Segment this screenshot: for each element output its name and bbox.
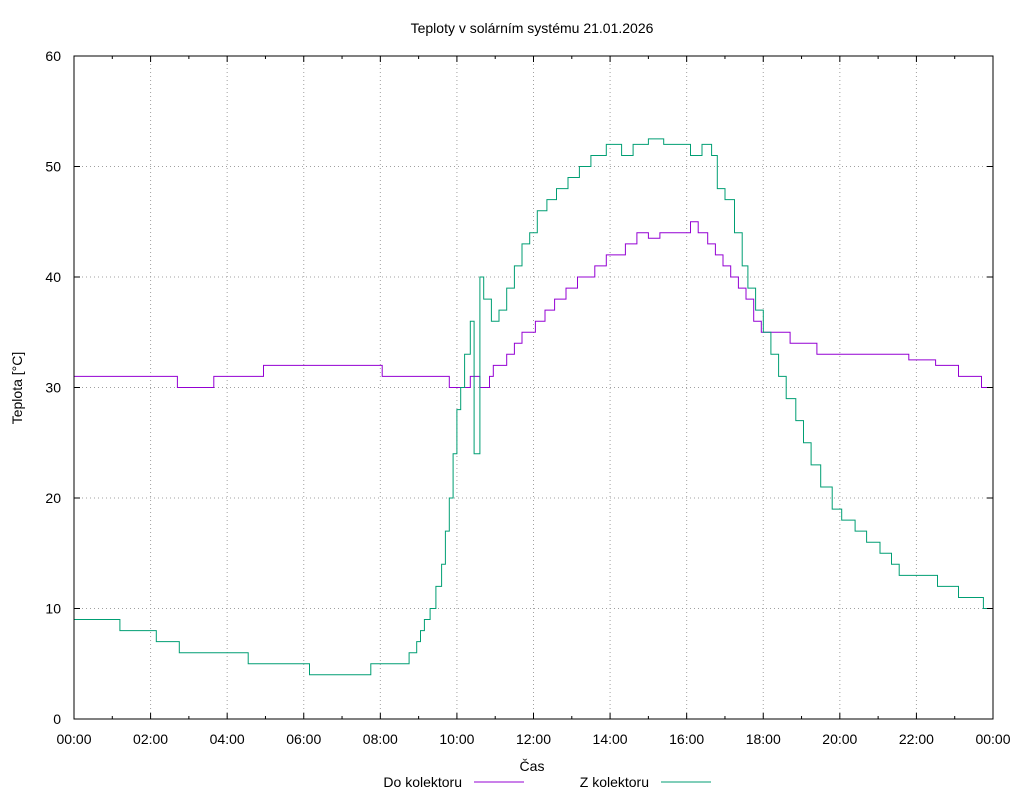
- x-tick-label: 22:00: [899, 731, 934, 747]
- x-tick-label: 04:00: [210, 731, 245, 747]
- x-tick-label: 16:00: [669, 731, 704, 747]
- x-tick-label: 00:00: [975, 731, 1010, 747]
- y-tick-label: 50: [45, 159, 61, 175]
- x-tick-label: 06:00: [286, 731, 321, 747]
- y-tick-label: 30: [45, 380, 61, 396]
- x-tick-label: 10:00: [439, 731, 474, 747]
- y-tick-label: 40: [45, 269, 61, 285]
- legend-item-z-kolektoru: Z kolektoru: [580, 774, 711, 790]
- y-tick-label: 60: [45, 48, 61, 64]
- x-tick-label: 12:00: [516, 731, 551, 747]
- x-tick-label: 02:00: [133, 731, 168, 747]
- axis-ticks: 00:00 02:00 04:00 06:00 08:00 10:00 12:00 14:00…: [45, 48, 1010, 747]
- x-tick-label: 14:00: [593, 731, 628, 747]
- x-tick-label: 18:00: [746, 731, 781, 747]
- x-tick-label: 08:00: [363, 731, 398, 747]
- legend-label-z-kolektoru: Z kolektoru: [580, 774, 649, 790]
- x-tick-label: 00:00: [56, 731, 91, 747]
- series-line-z-kolektoru: [74, 138, 993, 676]
- series-lines: [74, 138, 993, 676]
- y-tick-label: 10: [45, 601, 61, 617]
- x-tick-label: 20:00: [822, 731, 857, 747]
- chart-title: Teploty v solárním systému 21.01.2026: [411, 20, 654, 36]
- x-axis-label: Čas: [520, 758, 545, 774]
- legend-item-do-kolektoru: Do kolektoru: [383, 774, 524, 790]
- grid: [74, 56, 993, 719]
- y-tick-label: 20: [45, 490, 61, 506]
- y-tick-label: 0: [53, 711, 61, 727]
- legend: Do kolektoru Z kolektoru: [383, 774, 711, 790]
- y-axis-label: Teplota [°C]: [9, 352, 25, 425]
- legend-label-do-kolektoru: Do kolektoru: [383, 774, 462, 790]
